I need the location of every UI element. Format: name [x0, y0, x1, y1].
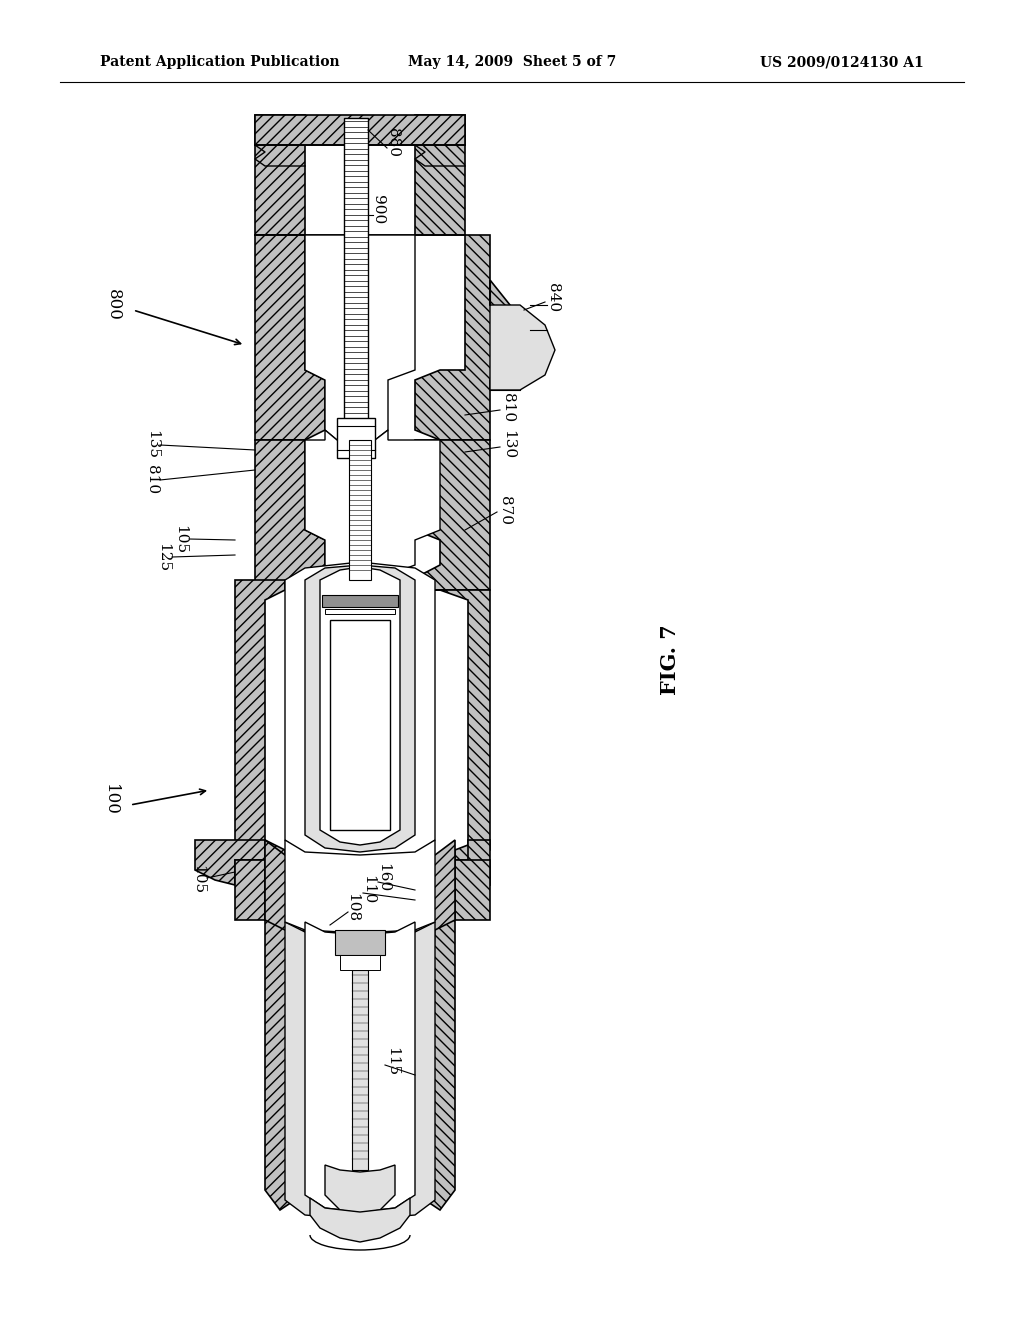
Polygon shape	[415, 115, 465, 235]
Bar	[325, 609, 395, 614]
Text: 125: 125	[156, 544, 170, 573]
Polygon shape	[285, 562, 435, 862]
Text: FIG. 7: FIG. 7	[660, 624, 680, 696]
Text: Patent Application Publication: Patent Application Publication	[100, 55, 340, 69]
Polygon shape	[425, 920, 455, 1210]
Polygon shape	[455, 861, 490, 920]
Text: 870: 870	[498, 495, 512, 524]
Bar	[352, 970, 368, 1170]
Polygon shape	[255, 440, 325, 590]
Polygon shape	[319, 568, 400, 845]
Text: 900: 900	[371, 195, 385, 224]
Bar	[349, 440, 371, 579]
Polygon shape	[310, 1199, 410, 1242]
Polygon shape	[305, 921, 415, 1212]
Text: 800: 800	[104, 289, 122, 321]
Bar	[330, 620, 390, 830]
Text: 130: 130	[501, 430, 515, 459]
Text: 105: 105	[173, 525, 187, 554]
Text: 880: 880	[386, 128, 400, 157]
Bar	[344, 117, 368, 440]
Polygon shape	[415, 235, 510, 440]
Text: 160: 160	[376, 863, 390, 892]
Polygon shape	[305, 235, 415, 440]
Polygon shape	[455, 840, 490, 884]
Text: 135: 135	[145, 430, 159, 459]
Text: 115: 115	[385, 1048, 399, 1077]
Polygon shape	[195, 840, 265, 884]
Polygon shape	[255, 235, 325, 440]
Bar	[340, 954, 380, 970]
Text: 105: 105	[191, 866, 205, 895]
Text: 108: 108	[345, 894, 359, 923]
Polygon shape	[305, 565, 415, 851]
Polygon shape	[415, 440, 490, 590]
Text: 810: 810	[501, 393, 515, 422]
Bar	[335, 931, 385, 954]
Polygon shape	[255, 115, 305, 235]
Polygon shape	[285, 921, 435, 1220]
Polygon shape	[325, 1166, 395, 1213]
Text: 810: 810	[145, 466, 159, 495]
Polygon shape	[265, 920, 295, 1210]
Polygon shape	[305, 430, 440, 578]
Polygon shape	[285, 840, 435, 933]
Text: May 14, 2009  Sheet 5 of 7: May 14, 2009 Sheet 5 of 7	[408, 55, 616, 69]
Text: 110: 110	[361, 875, 375, 904]
Polygon shape	[255, 115, 465, 145]
Bar	[322, 595, 398, 607]
Polygon shape	[234, 579, 285, 870]
Text: 100: 100	[101, 784, 119, 816]
Bar	[337, 418, 375, 458]
Polygon shape	[490, 280, 555, 389]
Text: 840: 840	[546, 284, 560, 313]
Polygon shape	[265, 840, 455, 935]
Polygon shape	[415, 590, 490, 870]
Text: US 2009/0124130 A1: US 2009/0124130 A1	[760, 55, 924, 69]
Polygon shape	[234, 861, 265, 920]
